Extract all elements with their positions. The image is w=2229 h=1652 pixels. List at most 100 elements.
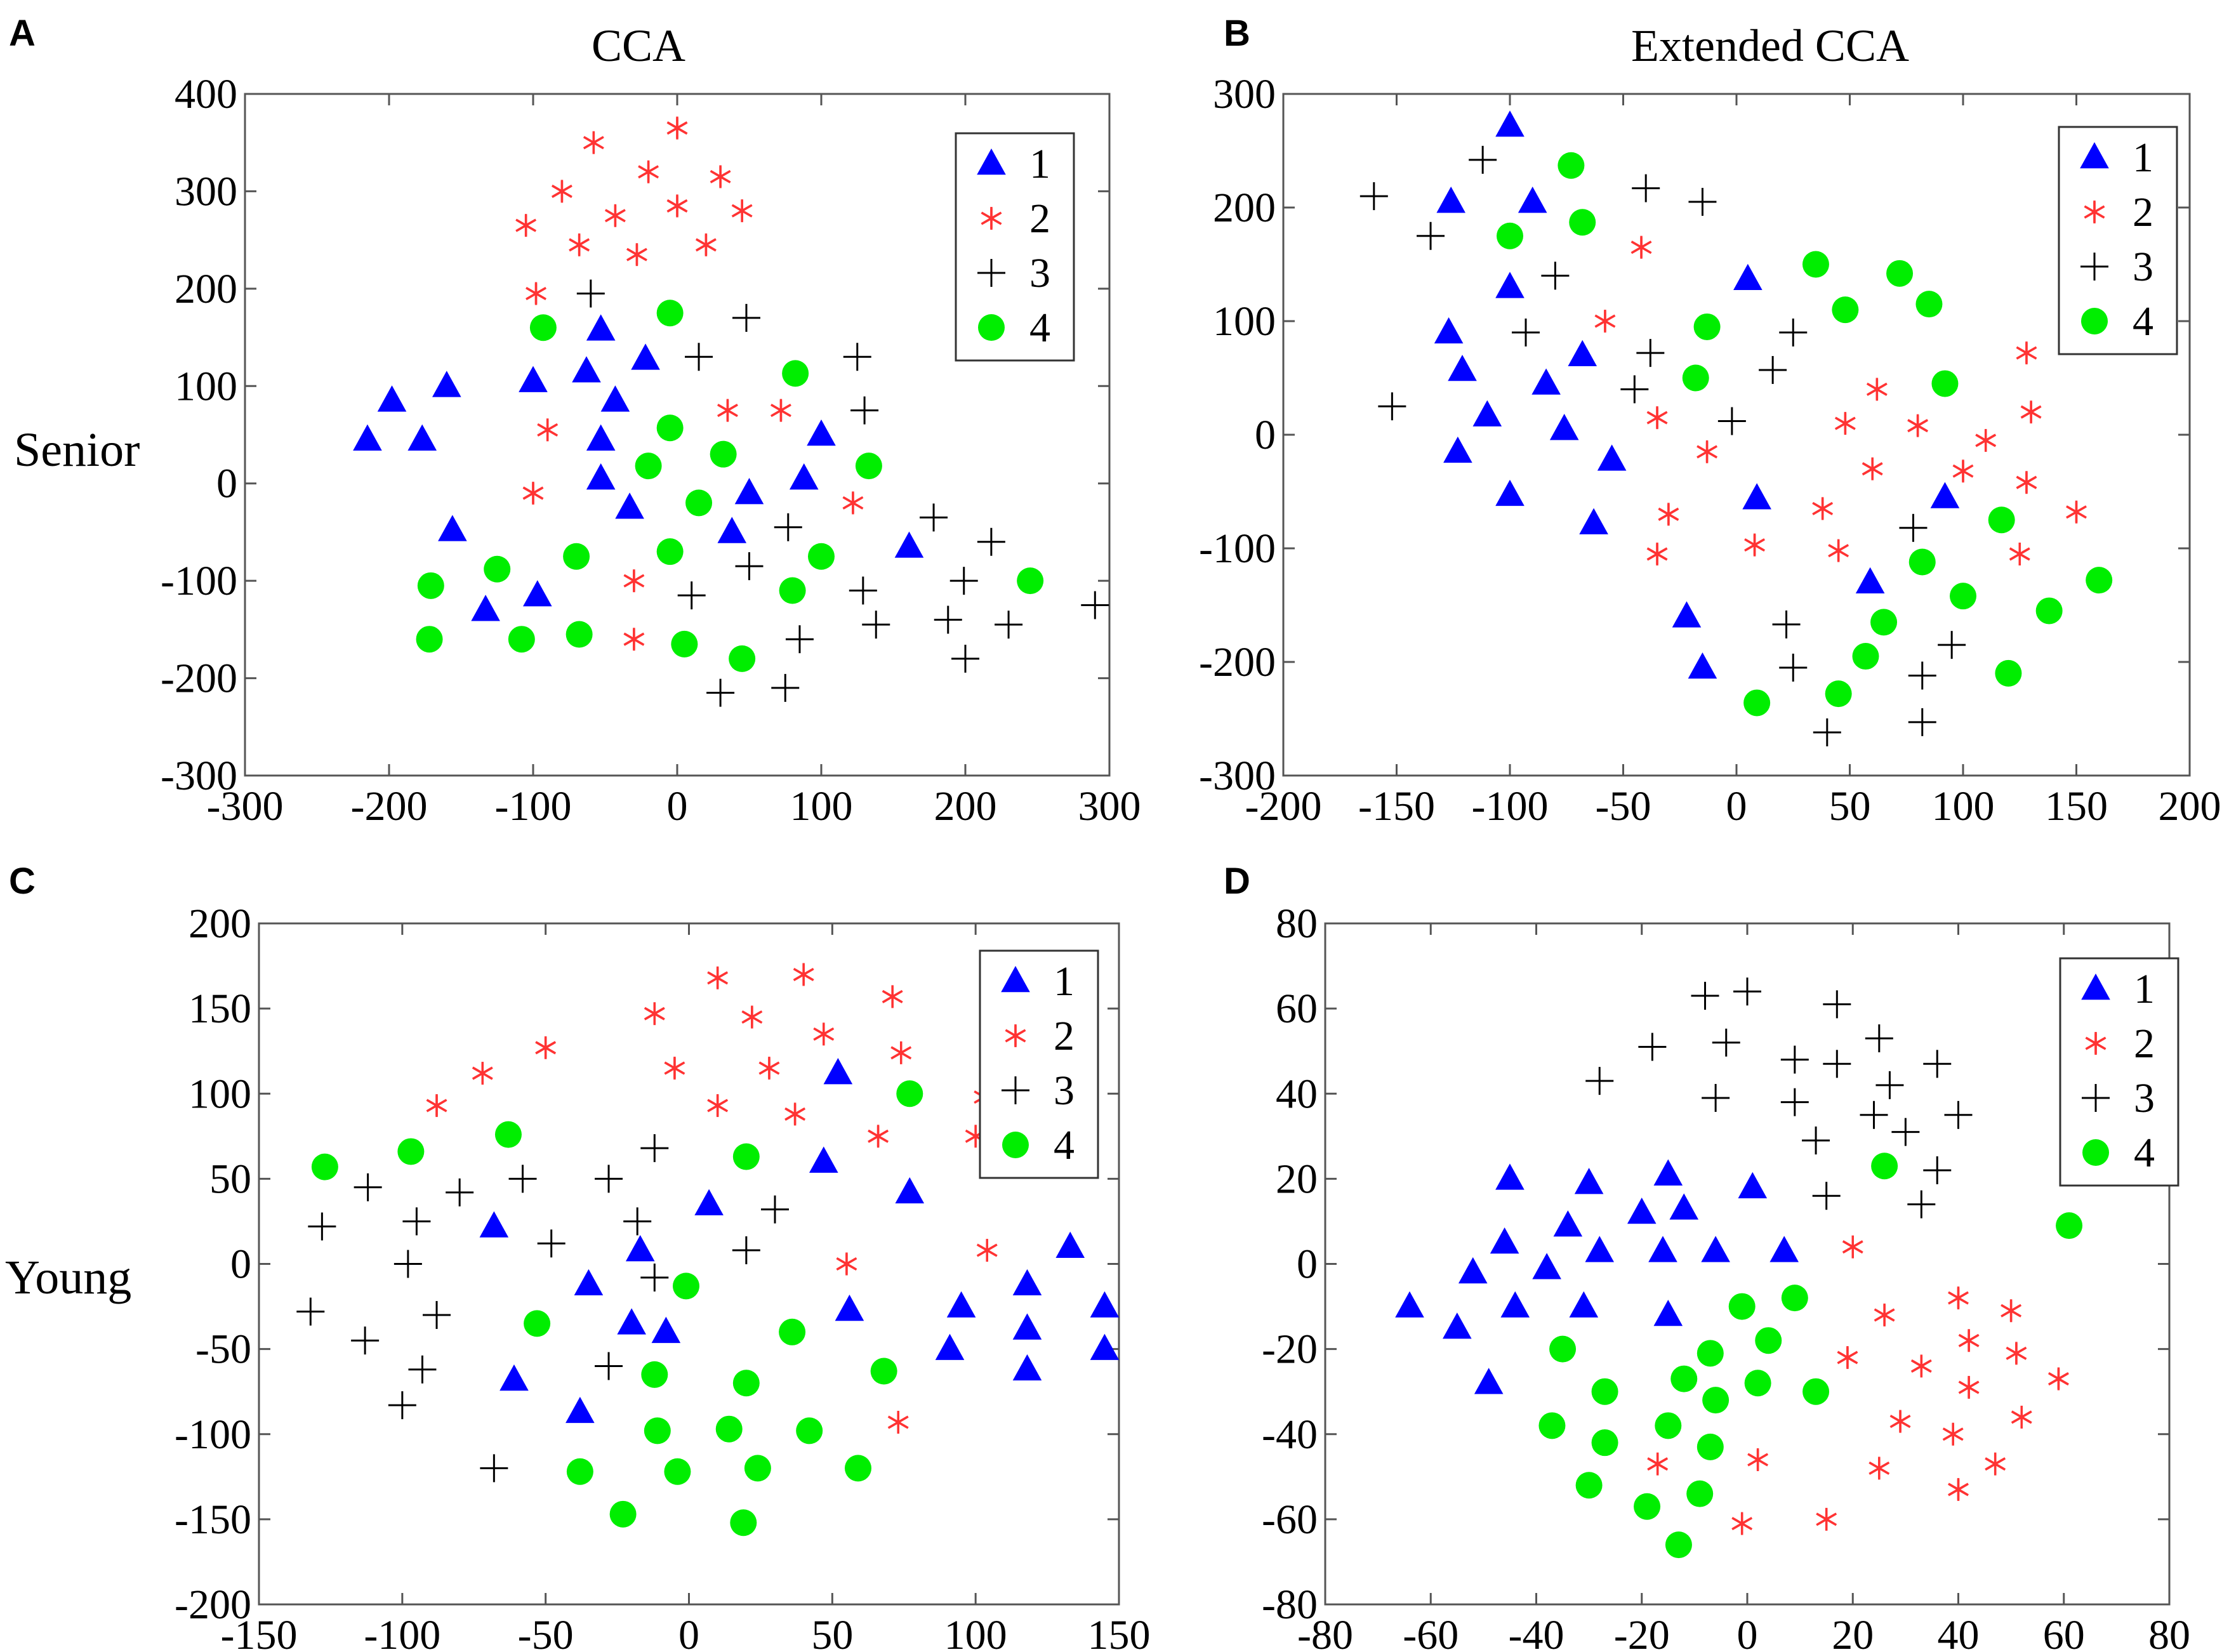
data-point-class-4 <box>1634 1493 1661 1520</box>
data-point-class-2 <box>664 1057 685 1080</box>
data-point-class-1 <box>1733 263 1763 291</box>
data-point-class-1 <box>615 492 644 519</box>
data-point-class-3 <box>508 1165 537 1193</box>
data-point-class-1 <box>617 1308 646 1335</box>
data-point-class-4 <box>1743 689 1771 717</box>
legend-label: 3 <box>1029 250 1050 296</box>
data-point-class-2 <box>741 1005 763 1029</box>
data-point-class-1 <box>519 366 548 392</box>
data-point-class-2 <box>1828 539 1849 562</box>
data-point-class-4 <box>710 440 737 468</box>
data-point-class-1 <box>717 517 747 543</box>
data-point-class-4 <box>855 453 882 480</box>
data-point-class-3 <box>1541 261 1570 290</box>
data-point-class-1 <box>1472 400 1502 426</box>
data-point-class-3 <box>1378 392 1406 421</box>
circle-icon <box>978 314 1005 341</box>
x-tick-label: -100 <box>364 1612 440 1652</box>
legend-label: 2 <box>1054 1013 1075 1059</box>
data-point-class-4 <box>1693 313 1721 340</box>
x-tick-label: 150 <box>2045 783 2108 829</box>
data-point-class-2 <box>836 1252 857 1276</box>
data-point-class-1 <box>1669 1193 1699 1220</box>
series-2 <box>1647 1235 2069 1535</box>
data-point-class-2 <box>1594 310 1616 333</box>
data-point-class-4 <box>311 1153 338 1180</box>
data-point-class-2 <box>644 1002 665 1026</box>
data-point-class-4 <box>1017 567 1044 595</box>
data-point-class-1 <box>1553 1210 1583 1237</box>
data-point-class-2 <box>2020 400 2042 424</box>
data-point-class-1 <box>1569 1291 1599 1318</box>
data-point-class-2 <box>569 233 590 256</box>
x-tick-label: -100 <box>495 783 572 829</box>
data-point-class-3 <box>785 625 814 654</box>
legend-label: 3 <box>2134 1075 2155 1121</box>
x-tick-label: 0 <box>667 783 688 829</box>
legend-label: 3 <box>1054 1067 1075 1114</box>
data-point-class-4 <box>656 414 684 442</box>
data-point-class-2 <box>638 160 659 183</box>
x-tick-label: 50 <box>1829 783 1871 829</box>
data-point-class-2 <box>1647 1452 1669 1476</box>
data-point-class-4 <box>2056 1212 2083 1239</box>
data-point-class-4 <box>664 1458 691 1485</box>
y-tick-label: -80 <box>1262 1582 1318 1628</box>
data-point-class-3 <box>394 1250 422 1278</box>
data-point-class-4 <box>1728 1293 1756 1320</box>
x-tick-label: 150 <box>1088 1612 1151 1652</box>
data-point-class-2 <box>1646 406 1668 430</box>
data-point-class-2 <box>1747 1448 1769 1471</box>
circle-icon <box>1002 1132 1029 1158</box>
data-point-class-2 <box>551 180 572 203</box>
data-point-class-4 <box>1575 1472 1603 1499</box>
data-point-class-3 <box>1812 1182 1841 1210</box>
data-point-class-3 <box>1620 375 1649 404</box>
chart-title-a: CCA <box>592 20 685 71</box>
series-2 <box>515 116 864 651</box>
data-point-class-4 <box>641 1361 668 1388</box>
data-point-class-1 <box>471 595 500 621</box>
data-point-class-3 <box>423 1300 451 1329</box>
data-point-class-2 <box>1842 1235 1863 1259</box>
data-point-class-3 <box>1733 977 1761 1006</box>
y-tick-label: 80 <box>1276 901 1318 947</box>
data-point-class-4 <box>1686 1480 1714 1507</box>
data-point-class-4 <box>685 489 713 517</box>
data-point-class-4 <box>870 1358 897 1385</box>
data-point-class-3 <box>1779 318 1808 347</box>
data-point-class-3 <box>640 1263 669 1292</box>
y-tick-label: -300 <box>161 753 237 799</box>
data-point-class-3 <box>1923 1050 1952 1078</box>
data-point-class-1 <box>1434 317 1464 344</box>
series-4 <box>311 1080 923 1536</box>
data-point-class-2 <box>1658 503 1679 526</box>
data-point-class-1 <box>1672 601 1702 628</box>
panel-letter-c: C <box>9 861 36 902</box>
data-point-class-4 <box>656 300 684 327</box>
y-tick-label: 100 <box>1213 298 1276 345</box>
data-point-class-2 <box>522 482 544 505</box>
data-point-class-1 <box>946 1291 976 1318</box>
data-point-class-3 <box>732 1236 760 1265</box>
data-point-class-1 <box>1012 1269 1042 1295</box>
legend-a: 1 2 3 4 <box>955 132 1075 362</box>
data-point-class-1 <box>1495 110 1525 137</box>
data-point-class-2 <box>1985 1452 2006 1476</box>
legend-label: 1 <box>1029 141 1050 187</box>
data-point-class-2 <box>2009 542 2030 565</box>
x-tick-label: 0 <box>678 1612 699 1652</box>
data-point-class-3 <box>576 279 605 308</box>
x-tick-label: 0 <box>1737 1612 1758 1652</box>
data-point-class-3 <box>1899 513 1928 542</box>
data-point-class-1 <box>432 371 461 397</box>
data-point-class-1 <box>1648 1236 1677 1262</box>
data-point-class-3 <box>1688 188 1717 216</box>
data-point-class-2 <box>710 165 731 188</box>
data-point-class-4 <box>1591 1378 1618 1405</box>
data-point-class-2 <box>2016 471 2037 494</box>
data-point-class-3 <box>1875 1071 1904 1099</box>
data-point-class-2 <box>1874 1303 1895 1326</box>
data-point-class-1 <box>1090 1333 1120 1360</box>
